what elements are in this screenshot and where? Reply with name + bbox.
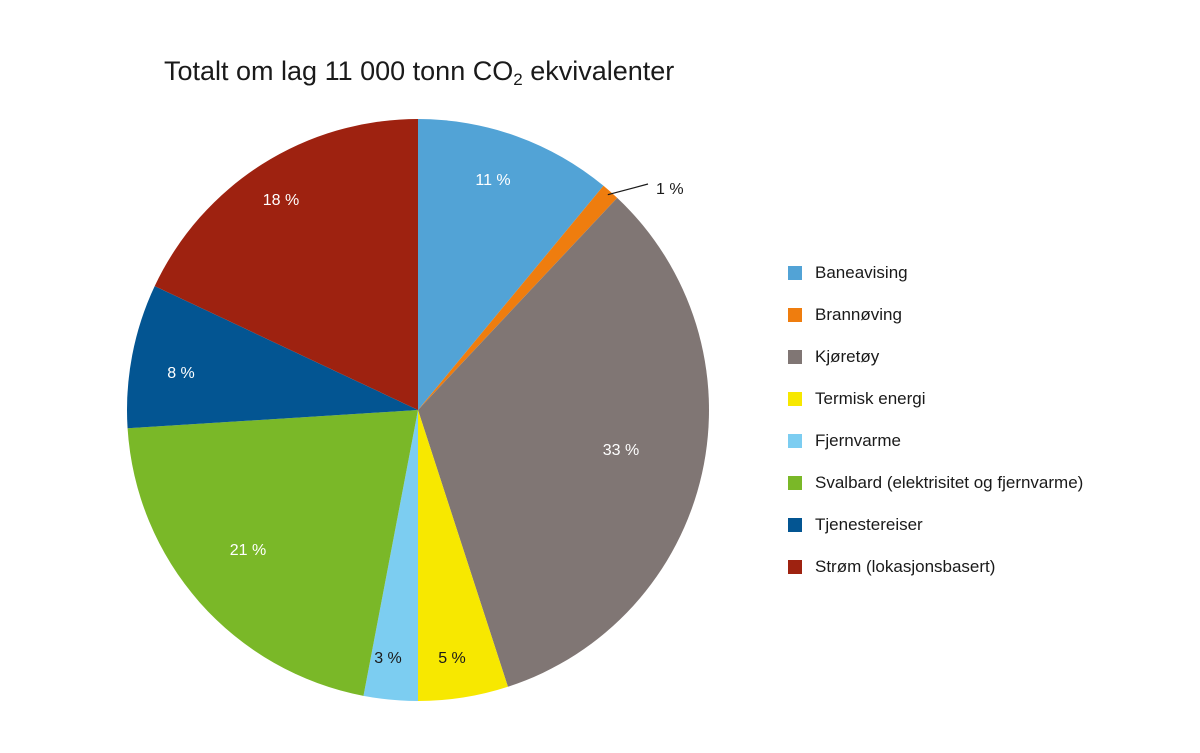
pie-slice <box>154 119 419 410</box>
slice-label: 18 % <box>263 192 299 209</box>
legend-item: Brannøving <box>788 294 1083 336</box>
legend-label: Tjenestereiser <box>815 515 923 534</box>
pie-slice <box>126 286 418 429</box>
legend-label: Termisk energi <box>815 389 926 408</box>
pie-slice <box>418 185 618 410</box>
pie-slice <box>363 410 418 701</box>
legend-swatch <box>788 392 802 406</box>
pie-slice <box>418 119 604 410</box>
pie-slice <box>127 410 418 696</box>
slice-label: 33 % <box>603 442 639 459</box>
title-suffix: ekvivalenter <box>522 56 675 86</box>
slice-label: 1 % <box>656 181 684 198</box>
slice-label: 3 % <box>374 650 402 667</box>
leader-line <box>607 183 649 196</box>
legend-swatch <box>788 518 802 532</box>
legend-item: Strøm (lokasjonsbasert) <box>788 546 1083 588</box>
legend-swatch <box>788 476 802 490</box>
legend-label: Kjøretøy <box>815 347 880 366</box>
legend-item: Tjenestereiser <box>788 504 1083 546</box>
chart-legend: Baneavising Brannøving Kjøretøy Termisk ene… <box>788 252 1083 588</box>
title-subscript: 2 <box>513 70 523 89</box>
legend-label: Svalbard (elektrisitet og fjernvarme) <box>815 473 1084 492</box>
slice-label: 8 % <box>167 365 195 382</box>
title-main: Totalt om lag 11 000 tonn CO <box>164 56 514 86</box>
legend-swatch <box>788 434 802 448</box>
legend-item: Fjernvarme <box>788 420 1083 462</box>
pie-slice <box>418 197 709 687</box>
legend-label: Brannøving <box>815 305 902 324</box>
legend-swatch <box>788 350 802 364</box>
legend-label: Baneavising <box>815 263 908 282</box>
chart-title: Totalt om lag 11 000 tonn CO2 ekvivalent… <box>164 56 674 90</box>
legend-item: Kjøretøy <box>788 336 1083 378</box>
legend-swatch <box>788 308 802 322</box>
legend-swatch <box>788 560 802 574</box>
legend-item: Baneavising <box>788 252 1083 294</box>
legend-item: Svalbard (elektrisitet og fjernvarme) <box>788 462 1083 504</box>
pie-slice <box>418 410 508 701</box>
slice-label: 11 % <box>475 172 510 189</box>
slice-label: 21 % <box>230 542 266 559</box>
legend-item: Termisk energi <box>788 378 1083 420</box>
slice-label: 5 % <box>438 650 466 667</box>
legend-label: Strøm (lokasjonsbasert) <box>815 557 996 576</box>
legend-swatch <box>788 266 802 280</box>
legend-label: Fjernvarme <box>815 431 901 450</box>
